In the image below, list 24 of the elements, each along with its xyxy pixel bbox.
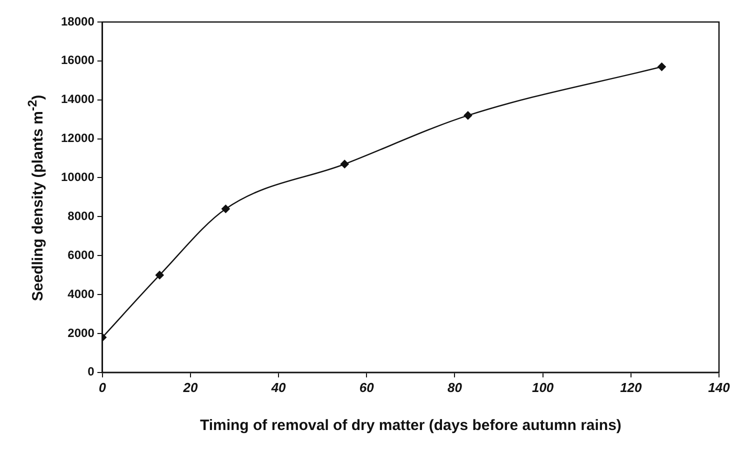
point: [340, 160, 349, 168]
y-tick-label: 18000: [60, 14, 95, 28]
x-tick-label: 120: [620, 380, 643, 395]
y-tick-label: 0: [88, 364, 95, 379]
x-tick-label: 60: [359, 380, 375, 395]
point: [464, 111, 472, 120]
y-tick-label: 10000: [60, 170, 95, 184]
y-tick-label: 8000: [68, 208, 95, 223]
point: [222, 204, 230, 214]
point: [658, 62, 666, 71]
x-tick-label: 140: [708, 380, 731, 395]
x-tick-label: 20: [182, 380, 198, 395]
x-tick-label: 100: [532, 380, 554, 395]
y-tick-label: 4000: [68, 286, 95, 301]
x-axis-title: Timing of removal of dry matter (days before autumn rains): [200, 417, 622, 434]
y-tick-label: 12000: [60, 131, 95, 146]
y-tick-label: 14000: [60, 92, 95, 106]
x-tick-label: 80: [447, 380, 463, 395]
point: [155, 270, 164, 280]
y-tick-label: 2000: [68, 326, 95, 340]
y-tick-label: 6000: [68, 248, 95, 262]
x-tick-label: 0: [98, 380, 107, 395]
y-tick-label: 16000: [60, 53, 95, 68]
x-tick-label: 40: [270, 380, 287, 395]
